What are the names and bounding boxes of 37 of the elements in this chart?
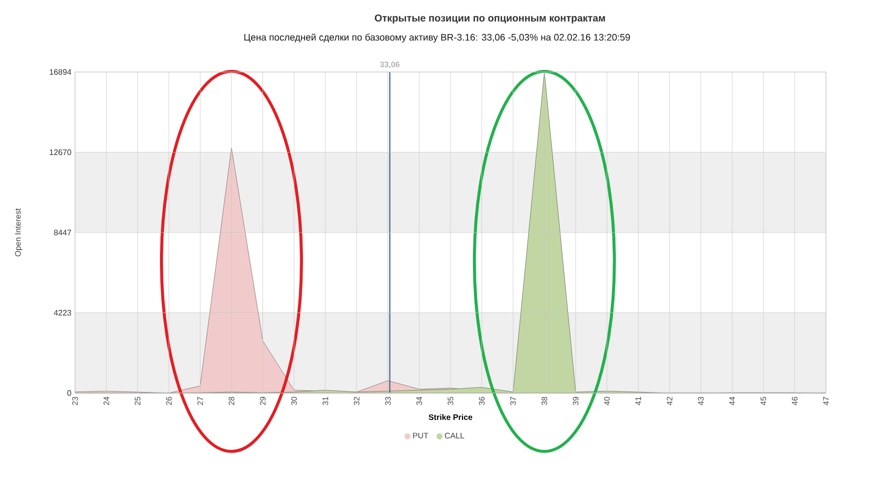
legend-label: PUT (413, 432, 428, 438)
x-axis-title: Strike Price (428, 414, 472, 420)
y-axis-title: Open Interest (15, 208, 22, 256)
y-tick-label: 8447 (54, 230, 72, 236)
x-tick-label: 45 (760, 396, 766, 406)
x-tick-label: 30 (291, 396, 297, 406)
x-tick-label: 35 (448, 396, 454, 406)
x-tick-label: 39 (572, 396, 578, 406)
chart-title: Открытые позиции по опционным контрактам (374, 14, 605, 24)
x-tick-label: 24 (104, 396, 110, 406)
chart-subtitle: Цена последней сделки по базовому активу BR-3.16: 33,06 -5,03% на 02.02.16 13:20:59 (244, 33, 630, 43)
x-tick-label: 33 (385, 396, 391, 406)
y-tick-label: 16894 (50, 69, 72, 75)
x-tick-label: 43 (698, 396, 704, 406)
x-tick-label: 37 (510, 396, 516, 406)
x-tick-label: 40 (604, 396, 610, 406)
y-tick-label: 0 (67, 390, 72, 396)
x-tick-label: 41 (636, 396, 642, 406)
x-tick-label: 46 (792, 396, 798, 406)
x-tick-label: 38 (542, 396, 548, 406)
x-tick-label: 42 (666, 396, 672, 406)
legend-label: CALL (444, 432, 464, 438)
x-tick-label: 47 (823, 396, 829, 406)
x-tick-label: 44 (729, 396, 735, 406)
x-tick-label: 36 (478, 396, 485, 406)
y-tick-label: 4223 (54, 310, 72, 316)
x-tick-label: 23 (72, 396, 78, 406)
x-tick-label: 29 (260, 396, 266, 406)
y-tick-label: 12670 (50, 149, 72, 156)
ref-line-label: 33,06 (380, 62, 400, 68)
x-tick-label: 34 (416, 396, 422, 406)
x-tick-label: 27 (197, 396, 203, 406)
x-tick-label: 32 (354, 396, 360, 406)
x-tick-label: 28 (228, 396, 234, 406)
x-tick-label: 25 (134, 396, 140, 406)
x-tick-label: 26 (166, 396, 172, 406)
x-tick-label: 31 (322, 396, 328, 406)
